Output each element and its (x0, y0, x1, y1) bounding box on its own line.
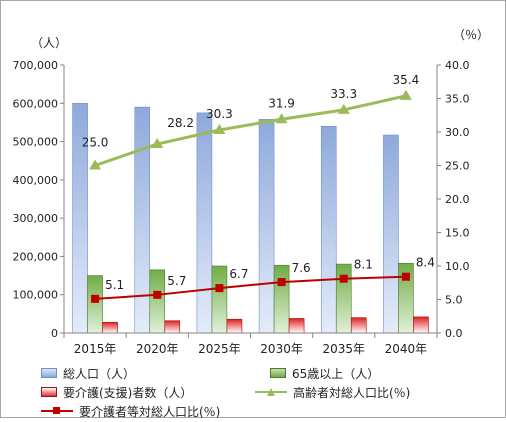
left-axis-tick-label: 500,000 (13, 136, 59, 149)
left-axis-tick-label: 700,000 (13, 59, 59, 72)
elderly-ratio-point (337, 103, 350, 114)
left-axis-unit: （人） (31, 36, 67, 50)
over65-bar (87, 275, 103, 334)
total-population-bar (196, 112, 213, 334)
legend-item-care-ratio: 要介護者等対総人口比(％) (41, 403, 220, 419)
legend-label-over65: 65歳以上（人） (292, 366, 380, 381)
right-axis-tick-label: 20.0 (445, 193, 470, 206)
care-ratio-point (153, 290, 162, 299)
category-labels: 2015年 2020年 2025年 2030年 2035年 2040年 (74, 342, 427, 356)
bar-series (72, 102, 429, 334)
legend-swatch-elderly-ratio (255, 387, 287, 397)
elderly-ratio-data-label: 33.3 (330, 87, 357, 101)
legend-item-over65: 65歳以上（人） (270, 365, 379, 381)
over65-bar (335, 263, 352, 334)
elderly-ratio-point (275, 113, 288, 124)
right-axis-tick-label: 40.0 (445, 59, 470, 72)
elderly-ratio-point (89, 159, 102, 170)
category-label: 2015年 (74, 342, 117, 356)
care-recipients-bar (350, 317, 367, 334)
legend-item-care-recipients: 要介護(支援)者数（人） (41, 384, 192, 400)
category-label: 2025年 (198, 342, 241, 356)
left-axis-tick-label: 400,000 (13, 174, 59, 187)
care-ratio-point (91, 294, 100, 303)
legend: 総人口（人） 65歳以上（人） 要介護(支援)者数（人） 高齢者対総人口比(％)… (41, 365, 481, 419)
elderly-ratio-data-label: 25.0 (82, 136, 109, 150)
care-recipients-bar (164, 320, 181, 334)
care-ratio-point (339, 274, 348, 283)
left-axis-tick-label: 0 (51, 327, 58, 340)
legend-label-total: 総人口（人） (63, 366, 136, 381)
care-recipients-bar (288, 318, 305, 334)
legend-swatch-care-ratio (41, 406, 73, 416)
care-ratio-data-label: 6.7 (229, 267, 248, 281)
axes (60, 64, 441, 338)
care-ratio-data-label: 7.6 (292, 261, 311, 275)
care-ratio-point (401, 272, 410, 281)
left-axis-tick-label: 600,000 (13, 97, 59, 110)
elderly-ratio-data-label: 35.4 (393, 73, 420, 87)
category-label: 2035年 (322, 342, 365, 356)
triangle-marker-icon (267, 388, 275, 396)
right-axis-unit: （％） (453, 28, 489, 42)
total-population-bar (258, 119, 275, 334)
over65-bar (211, 265, 228, 334)
over65-bar (273, 264, 290, 334)
elderly-ratio-data-label: 30.3 (206, 107, 233, 121)
right-axis-tick-label: 15.0 (445, 227, 470, 240)
right-axis-tick-label: 30.0 (445, 126, 470, 139)
right-axis-tick-label: 25.0 (445, 160, 470, 173)
care-ratio-data-label: 5.7 (167, 274, 186, 288)
right-axis-tick-label: 35.0 (445, 93, 470, 106)
data-labels: 25.0 28.2 30.3 31.9 33.3 35.4 5.1 5.7 6.7 7.6 8.1 8… (82, 73, 435, 292)
care-ratio-data-label: 5.1 (105, 278, 124, 292)
care-ratio-point (215, 284, 224, 293)
category-label: 2030年 (260, 342, 303, 356)
category-label: 2020年 (136, 342, 179, 356)
total-population-bar (320, 125, 337, 334)
elderly-ratio-data-label: 31.9 (268, 96, 295, 110)
line-series (89, 89, 412, 303)
care-recipients-bar (226, 318, 243, 334)
legend-item-elderly-ratio: 高齢者対総人口比(％) (255, 384, 410, 400)
over65-bar (149, 269, 166, 334)
legend-swatch-care (41, 387, 57, 397)
left-axis-ticks: 0 100,000 200,000 300,000 400,000 500,000 600,… (13, 59, 59, 340)
care-recipients-bar (413, 316, 429, 334)
left-axis-tick-label: 300,000 (13, 212, 59, 225)
left-axis-tick-label: 200,000 (13, 250, 59, 263)
care-ratio-data-label: 8.4 (416, 256, 435, 270)
elderly-ratio-point (151, 138, 164, 149)
square-marker-icon (53, 407, 60, 414)
elderly-ratio-line (94, 94, 407, 167)
right-axis-tick-label: 10.0 (445, 260, 470, 273)
elderly-ratio-point (399, 89, 412, 100)
right-axis-tick-label: 0.0 (445, 327, 463, 340)
care-ratio-line (95, 275, 406, 300)
legend-swatch-total (41, 368, 57, 378)
legend-label-care: 要介護(支援)者数（人） (63, 385, 193, 400)
total-population-bar (383, 134, 399, 334)
care-recipients-bar (102, 321, 118, 334)
elderly-ratio-point (213, 123, 226, 134)
legend-label-care-ratio: 要介護者等対総人口比(％) (79, 404, 221, 419)
total-population-bar (134, 106, 151, 334)
elderly-ratio-data-label: 28.2 (167, 116, 194, 130)
care-ratio-point (277, 278, 286, 287)
care-ratio-data-label: 8.1 (354, 258, 373, 272)
legend-swatch-over65 (270, 368, 286, 378)
legend-item-total-population: 総人口（人） (41, 365, 135, 381)
legend-label-elderly-ratio: 高齢者対総人口比(％) (293, 385, 411, 400)
left-axis-tick-label: 100,000 (13, 289, 59, 302)
right-axis-tick-label: 5.0 (445, 294, 463, 307)
category-label: 2040年 (385, 342, 428, 356)
right-axis-ticks: 0.0 5.0 10.0 15.0 20.0 25.0 30.0 35.0 40.0 (445, 59, 470, 340)
